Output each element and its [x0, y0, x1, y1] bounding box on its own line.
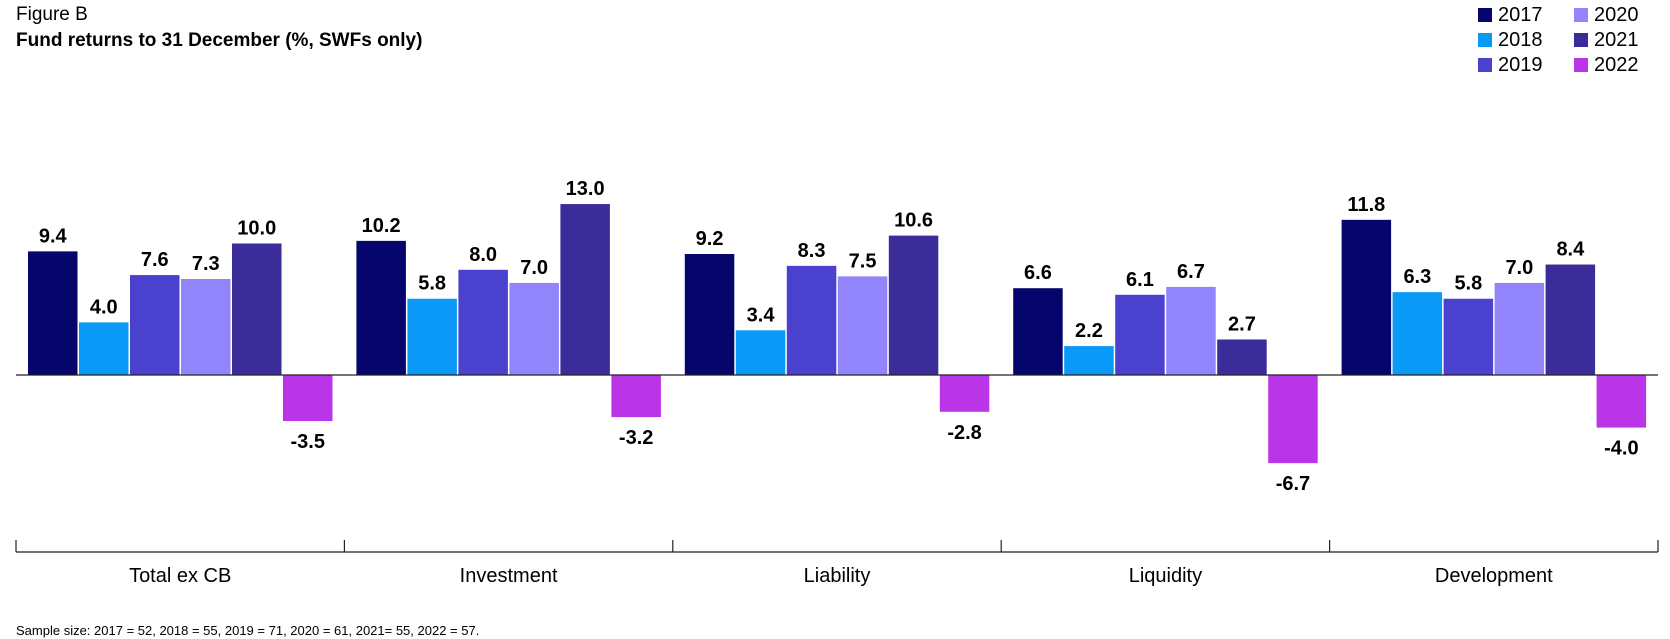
- data-label: 13.0: [566, 178, 605, 200]
- bar-2021: [560, 204, 610, 375]
- data-label: 7.0: [520, 257, 548, 279]
- bar-2022: [611, 375, 661, 418]
- bar-2020: [181, 279, 231, 375]
- data-label: 8.4: [1556, 239, 1585, 261]
- bar-2017: [1013, 288, 1063, 375]
- bar-2017: [684, 254, 735, 375]
- figure-label: Figure B: [16, 4, 88, 25]
- data-label: 10.6: [894, 210, 933, 232]
- x-tick-label: Development: [1435, 565, 1553, 587]
- bar-2019: [1115, 294, 1165, 375]
- bar-2022: [1268, 375, 1318, 464]
- data-label: 2.7: [1228, 313, 1256, 335]
- legend-item-2017: 2017: [1478, 4, 1543, 27]
- sample-size-note: Sample size: 2017 = 52, 2018 = 55, 2019 …: [16, 623, 480, 638]
- legend-swatch: [1574, 33, 1588, 47]
- bar-2018: [79, 322, 129, 375]
- data-label: -2.8: [947, 422, 981, 444]
- legend-label: 2018: [1498, 29, 1543, 51]
- chart-title: Fund returns to 31 December (%, SWFs onl…: [16, 30, 423, 51]
- data-label: 6.1: [1126, 269, 1154, 291]
- legend-swatch: [1574, 8, 1588, 22]
- legend-item-2019: 2019: [1478, 54, 1543, 77]
- x-tick-label: Total ex CB: [129, 565, 231, 587]
- bar-2022: [283, 375, 333, 422]
- legend-item-2020: 2020: [1574, 4, 1639, 27]
- data-label: 8.3: [798, 240, 826, 262]
- data-label: 2.2: [1075, 320, 1103, 342]
- bar-2021: [1217, 339, 1267, 375]
- bar-2017: [1341, 219, 1392, 375]
- bar-2018: [407, 298, 457, 375]
- bar-2022: [939, 375, 990, 412]
- data-label: 10.2: [362, 215, 401, 237]
- legend-label: 2021: [1594, 29, 1639, 51]
- bar-2017: [28, 251, 78, 375]
- bar-2019: [1443, 298, 1494, 375]
- data-label: 6.7: [1177, 261, 1205, 283]
- legend-swatch: [1574, 58, 1588, 72]
- legend-label: 2020: [1594, 4, 1639, 26]
- data-label: 11.8: [1347, 194, 1385, 216]
- bar-2018: [735, 330, 786, 375]
- legend-label: 2017: [1498, 4, 1543, 26]
- bar-2018: [1064, 346, 1114, 375]
- data-label: -3.2: [619, 427, 653, 449]
- data-label: 7.6: [141, 249, 169, 271]
- bar-2022: [1596, 375, 1647, 428]
- bar-2021: [888, 235, 939, 375]
- data-label: 7.3: [192, 253, 220, 275]
- data-label: -4.0: [1604, 438, 1638, 460]
- data-label: 10.0: [237, 218, 276, 240]
- data-label: 5.8: [418, 273, 446, 295]
- legend-swatch: [1478, 8, 1492, 22]
- bar-2020: [1166, 286, 1216, 375]
- legend-label: 2019: [1498, 54, 1543, 76]
- legend-label: 2022: [1594, 54, 1639, 76]
- legend-item-2021: 2021: [1574, 29, 1639, 52]
- bar-2020: [509, 282, 559, 375]
- data-label: 7.0: [1505, 257, 1533, 279]
- legend-item-2022: 2022: [1574, 54, 1639, 77]
- legend-item-2018: 2018: [1478, 29, 1543, 52]
- x-tick-label: Investment: [460, 565, 558, 587]
- bar-2019: [786, 265, 837, 375]
- bar-2019: [458, 269, 508, 375]
- legend-swatch: [1478, 58, 1492, 72]
- data-label: -3.5: [291, 431, 325, 453]
- bar-2019: [130, 275, 180, 375]
- data-label: 6.3: [1403, 266, 1431, 288]
- data-label: 5.8: [1454, 273, 1482, 295]
- x-tick-label: Liability: [804, 565, 871, 587]
- data-label: 8.0: [469, 244, 497, 266]
- data-label: -6.7: [1276, 473, 1310, 495]
- data-label: 6.6: [1024, 262, 1052, 284]
- bar-2017: [356, 240, 406, 375]
- bar-2021: [1545, 264, 1596, 375]
- data-label: 9.4: [39, 225, 68, 247]
- bar-2020: [1494, 282, 1545, 375]
- data-label: 7.5: [849, 250, 877, 272]
- data-label: 4.0: [90, 296, 118, 318]
- bar-2020: [837, 276, 888, 375]
- legend-swatch: [1478, 33, 1492, 47]
- data-label: 9.2: [696, 228, 724, 250]
- bar-2021: [232, 243, 282, 375]
- bar-2018: [1392, 292, 1443, 375]
- data-label: 3.4: [747, 304, 776, 326]
- x-tick-label: Liquidity: [1129, 565, 1202, 587]
